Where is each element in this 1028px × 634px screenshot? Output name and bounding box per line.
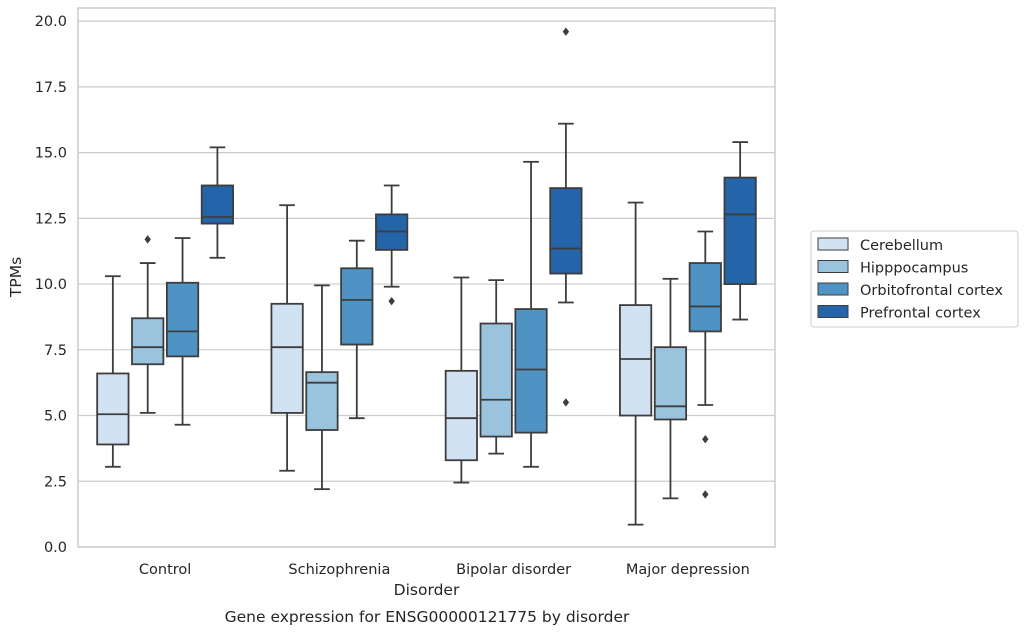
box-3-0: [619, 201, 653, 526]
box-2-0: [444, 276, 478, 484]
box-3-2: [688, 230, 722, 499]
legend-swatch: [817, 260, 849, 273]
y-tick-label: 5.0: [44, 409, 67, 425]
x-axis-title: Disorder: [394, 581, 460, 599]
box-0-2: [165, 237, 200, 426]
legend-frame: [810, 230, 1019, 328]
y-tick-label: 10.0: [35, 277, 67, 293]
y-tick-label: 2.5: [44, 474, 67, 490]
y-axis-title: TPMs: [7, 257, 25, 298]
box-iqr: [549, 187, 583, 275]
box-3-1: [653, 277, 688, 500]
box-iqr: [653, 346, 688, 421]
box-2-1: [479, 279, 513, 455]
box-1-3: [375, 184, 409, 306]
box-iqr: [723, 176, 757, 285]
x-tick-label: Bipolar disorder: [456, 562, 571, 578]
box-iqr: [444, 369, 478, 462]
y-tick-label: 0.0: [44, 540, 67, 556]
y-tick-labels: 0.0 2.5 5.0 7.5 10.0 12.5 15.0 17.5 20.0: [35, 14, 67, 556]
box-1-0: [270, 204, 304, 472]
legend-swatch: [817, 305, 849, 318]
box-iqr: [479, 322, 513, 438]
legend-label: Orbitofrontal cortex: [860, 283, 1003, 299]
outlier-marker: [702, 490, 709, 499]
x-tick-label: Control: [139, 562, 191, 578]
legend: Cerebellum Hipppocampus Orbitofrontal cort…: [810, 230, 1019, 328]
box-0-1: [131, 235, 165, 414]
legend-label: Prefrontal cortex: [860, 306, 981, 322]
box-0-3: [200, 146, 234, 259]
y-tick-label: 12.5: [35, 211, 67, 227]
y-tick-label: 17.5: [35, 80, 67, 96]
box-iqr: [305, 371, 339, 431]
box-iqr: [514, 308, 548, 434]
outlier-marker: [388, 296, 395, 306]
box-1-2: [340, 239, 374, 420]
x-tick-labels: Control Schizophrenia Bipolar disorder Majo…: [139, 562, 750, 578]
box-iqr: [96, 372, 130, 446]
box-plots: [96, 27, 757, 526]
plot-frame: [77, 7, 776, 548]
box-2-2: [514, 160, 548, 468]
legend-label: Hipppocampus: [860, 261, 968, 277]
box-iqr: [270, 302, 304, 414]
box-iqr: [688, 262, 722, 333]
box-2-3: [549, 27, 583, 407]
legend-items: Cerebellum Hipppocampus Orbitofrontal cort…: [817, 237, 1003, 322]
chart-caption: Gene expression for ENSG00000121775 by d…: [225, 608, 630, 626]
box-1-1: [305, 284, 339, 491]
legend-swatch: [817, 237, 849, 251]
box-iqr: [131, 317, 165, 366]
x-tick-label: Schizophrenia: [288, 562, 390, 578]
legend-label: Cerebellum: [860, 238, 943, 254]
box-3-3: [723, 141, 757, 321]
outlier-marker: [562, 398, 570, 407]
box-iqr: [619, 304, 653, 417]
box-iqr: [165, 281, 200, 358]
legend-swatch: [817, 282, 849, 296]
y-tick-label: 7.5: [44, 343, 67, 359]
outlier-marker: [144, 235, 151, 244]
box-iqr: [340, 267, 374, 346]
y-tick-label: 15.0: [35, 146, 67, 162]
x-tick-label: Major depression: [626, 562, 750, 578]
y-tick-label: 20.0: [35, 14, 67, 30]
outlier-marker: [562, 27, 570, 36]
outlier-marker: [702, 435, 709, 444]
box-0-0: [96, 275, 130, 468]
